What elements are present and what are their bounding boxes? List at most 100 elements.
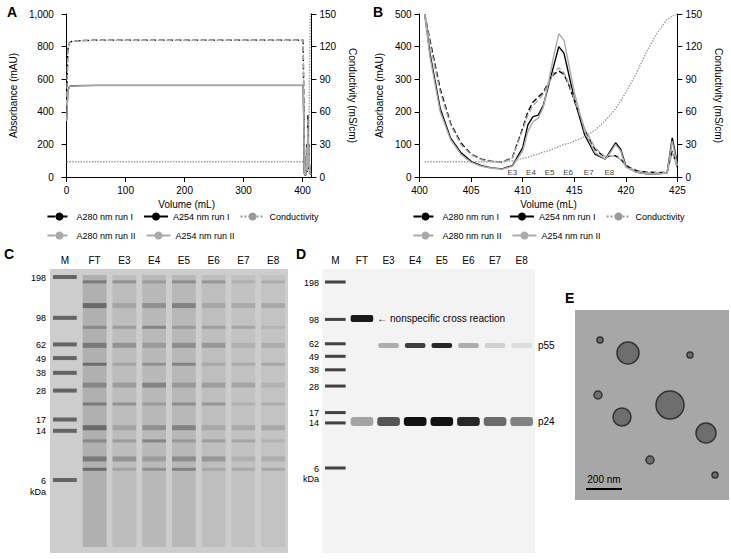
svg-text:Conductivity: Conductivity	[636, 212, 686, 222]
svg-text:28: 28	[309, 382, 319, 392]
svg-text:Conductivity (mS/cm): Conductivity (mS/cm)	[347, 48, 358, 143]
svg-text:kDa: kDa	[30, 487, 46, 497]
svg-text:28: 28	[36, 386, 46, 396]
svg-text:Conductivity (mS/cm): Conductivity (mS/cm)	[713, 48, 724, 143]
svg-text:49: 49	[36, 354, 46, 364]
svg-text:A254 nm run II: A254 nm run II	[175, 231, 234, 241]
svg-text:E3: E3	[118, 255, 131, 266]
svg-text:E: E	[565, 290, 574, 306]
svg-text:198: 198	[31, 273, 46, 283]
svg-text:410: 410	[514, 185, 531, 196]
svg-text:17: 17	[309, 408, 319, 418]
svg-text:800: 800	[37, 41, 54, 52]
svg-text:E4: E4	[148, 255, 161, 266]
svg-text:62: 62	[36, 340, 46, 350]
svg-text:E5: E5	[545, 168, 555, 177]
svg-text:300: 300	[395, 74, 412, 85]
svg-text:200: 200	[395, 106, 412, 117]
svg-text:0: 0	[319, 172, 325, 183]
svg-text:Volume (mL): Volume (mL)	[520, 199, 577, 210]
svg-text:E8: E8	[267, 255, 280, 266]
svg-text:A254 nm run I: A254 nm run I	[539, 212, 596, 222]
svg-text:38: 38	[36, 368, 46, 378]
svg-text:E3: E3	[508, 168, 518, 177]
svg-text:E8: E8	[604, 168, 614, 177]
svg-text:38: 38	[309, 365, 319, 375]
svg-text:A280 nm run II: A280 nm run II	[76, 231, 135, 241]
svg-text:A280 nm run II: A280 nm run II	[442, 231, 501, 241]
svg-text:6: 6	[314, 464, 319, 474]
svg-text:E6: E6	[563, 168, 573, 177]
svg-text:500: 500	[395, 9, 412, 20]
svg-text:600: 600	[37, 74, 54, 85]
svg-text:E7: E7	[237, 255, 250, 266]
svg-text:200 nm: 200 nm	[587, 474, 620, 485]
svg-text:FT: FT	[356, 255, 368, 266]
svg-text:A254 nm run II: A254 nm run II	[541, 231, 600, 241]
svg-text:A254 nm run I: A254 nm run I	[173, 212, 230, 222]
svg-text:400: 400	[411, 185, 428, 196]
svg-text:A: A	[7, 4, 17, 20]
svg-text:60: 60	[319, 106, 331, 117]
svg-text:425: 425	[669, 185, 686, 196]
svg-text:E7: E7	[489, 255, 502, 266]
svg-text:17: 17	[36, 415, 46, 425]
svg-text:0: 0	[685, 172, 691, 183]
svg-text:M: M	[331, 255, 339, 266]
svg-text:30: 30	[685, 139, 697, 150]
svg-text:Conductivity: Conductivity	[270, 212, 320, 222]
svg-text:C: C	[4, 246, 14, 262]
svg-text:90: 90	[685, 74, 697, 85]
svg-text:0: 0	[48, 172, 54, 183]
svg-text:120: 120	[319, 41, 336, 52]
svg-text:Volume (mL): Volume (mL)	[158, 199, 215, 210]
svg-text:Absorbance (mAU): Absorbance (mAU)	[8, 53, 19, 138]
svg-text:0: 0	[406, 172, 412, 183]
svg-text:98: 98	[36, 313, 46, 323]
svg-text:← nonspecific cross reaction: ← nonspecific cross reaction	[377, 313, 505, 324]
svg-text:Absorbance (mAU): Absorbance (mAU)	[374, 53, 385, 138]
svg-text:200: 200	[176, 185, 193, 196]
svg-text:E3: E3	[382, 255, 395, 266]
svg-text:30: 30	[319, 139, 331, 150]
svg-text:120: 120	[685, 41, 702, 52]
svg-text:420: 420	[618, 185, 635, 196]
svg-text:150: 150	[685, 9, 702, 20]
svg-text:B: B	[373, 4, 383, 20]
svg-text:E5: E5	[436, 255, 449, 266]
svg-text:400: 400	[395, 41, 412, 52]
svg-text:A280 nm run I: A280 nm run I	[76, 212, 133, 222]
svg-text:kDa: kDa	[303, 474, 319, 484]
svg-text:E4: E4	[409, 255, 422, 266]
svg-text:E5: E5	[178, 255, 191, 266]
svg-text:E7: E7	[584, 168, 594, 177]
svg-text:14: 14	[309, 418, 319, 428]
svg-text:60: 60	[685, 106, 697, 117]
svg-text:98: 98	[309, 315, 319, 325]
svg-text:100: 100	[117, 185, 134, 196]
svg-text:300: 300	[235, 185, 252, 196]
svg-text:200: 200	[37, 139, 54, 150]
svg-text:405: 405	[463, 185, 480, 196]
svg-text:6: 6	[41, 476, 46, 486]
svg-text:0: 0	[64, 185, 70, 196]
svg-text:D: D	[296, 246, 306, 262]
svg-text:E8: E8	[516, 255, 529, 266]
svg-text:62: 62	[309, 339, 319, 349]
svg-text:100: 100	[395, 139, 412, 150]
svg-text:FT: FT	[89, 255, 101, 266]
svg-text:A280 nm run I: A280 nm run I	[442, 212, 499, 222]
svg-text:E6: E6	[208, 255, 221, 266]
svg-text:415: 415	[566, 185, 583, 196]
svg-text:14: 14	[36, 426, 46, 436]
svg-text:p55: p55	[538, 340, 555, 351]
svg-text:400: 400	[294, 185, 311, 196]
svg-text:p24: p24	[538, 416, 555, 427]
svg-text:400: 400	[37, 106, 54, 117]
svg-text:M: M	[61, 255, 69, 266]
svg-text:E4: E4	[526, 168, 536, 177]
svg-text:E6: E6	[462, 255, 475, 266]
svg-text:90: 90	[319, 74, 331, 85]
svg-text:150: 150	[319, 9, 336, 20]
svg-text:49: 49	[309, 352, 319, 362]
